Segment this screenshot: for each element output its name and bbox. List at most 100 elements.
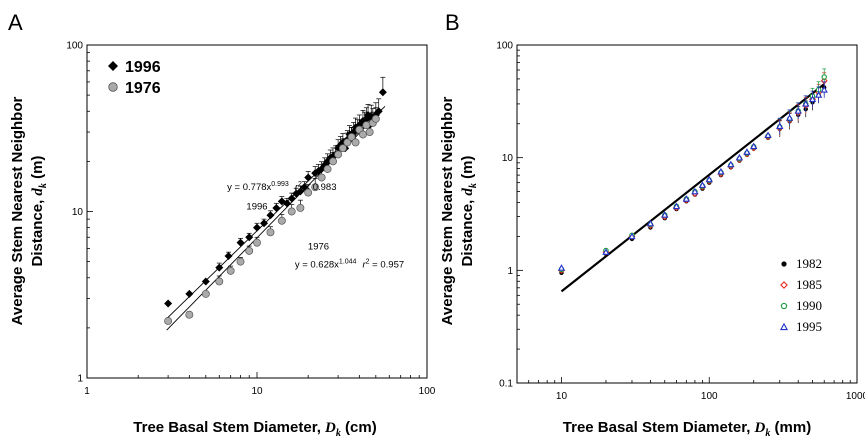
panel-b-y-tick-label: 1 <box>507 266 513 277</box>
point-1995 <box>794 107 802 114</box>
point-1996 <box>215 263 224 272</box>
point-1976 <box>347 133 356 141</box>
legend-1996-marker <box>108 61 118 71</box>
panel-b-legend: 1982 1985 1990 1995 <box>779 256 822 334</box>
panel-b-x-tick-label: 100 <box>701 391 718 402</box>
point-1976 <box>164 317 173 325</box>
point-1976 <box>371 114 380 123</box>
point-1995 <box>727 160 735 168</box>
panel-a-y-tick-label: 100 <box>66 41 83 52</box>
annotation-eq1996: y = 0.778x0.993 r2 = 0.983 <box>227 181 336 193</box>
annotation-lab1996: 1996 <box>246 201 267 212</box>
panel-a-y-tick-label: 1 <box>77 374 83 385</box>
legend-1990-label: 1990 <box>796 298 822 313</box>
panel-b-y-tick-label: 10 <box>502 153 514 164</box>
panel-a-letter: A <box>8 10 23 35</box>
legend-1995-marker <box>779 322 789 331</box>
panel-a-ylabel-line1: Average Stem Nearest Neighbor <box>9 96 26 325</box>
legend-1982-marker <box>781 261 787 267</box>
panel-b-fit-line-path <box>560 83 825 293</box>
point-1995 <box>735 153 744 161</box>
point-1995 <box>628 232 636 240</box>
point-1995 <box>764 131 772 139</box>
panel-a-error-bars <box>216 76 386 282</box>
panel-b-fit-line <box>560 83 825 293</box>
point-1976 <box>317 173 326 182</box>
point-1995 <box>661 211 669 218</box>
panel-b-frame <box>516 44 858 384</box>
point-1976 <box>215 277 224 286</box>
point-1976 <box>253 238 261 247</box>
point-1995 <box>820 85 828 93</box>
point-1996 <box>201 277 210 286</box>
panel-a-ylabel-line2: Distance, dk (m) <box>29 156 49 267</box>
point-1995 <box>682 195 690 202</box>
point-1995 <box>815 91 823 98</box>
point-1995 <box>698 181 707 188</box>
point-1976 <box>304 188 313 197</box>
legend-1996-label: 1996 <box>125 59 161 76</box>
point-1996 <box>266 211 275 220</box>
point-1996 <box>164 299 173 308</box>
point-1995 <box>691 187 699 195</box>
point-1976 <box>277 216 286 225</box>
panel-b-y-tick-label: 0.1 <box>499 379 513 390</box>
point-1995 <box>743 148 751 155</box>
point-1996 <box>374 107 383 116</box>
legend-1990-marker <box>780 302 788 310</box>
point-1990 <box>821 74 827 80</box>
panel-a-xlabel: Tree Basal Stem Diameter, Dk (cm) <box>133 419 376 439</box>
point-1996 <box>296 187 305 196</box>
point-1976 <box>334 150 343 159</box>
point-1976 <box>226 266 235 275</box>
panel-a-x-tick-label: 10 <box>251 386 263 397</box>
panel-b-xlabel: Tree Basal Stem Diameter, Dk (mm) <box>563 419 811 439</box>
legend-1985-marker <box>780 281 788 289</box>
point-1996 <box>224 252 233 261</box>
point-1995 <box>705 175 713 183</box>
panel-b-points <box>557 68 828 276</box>
legend-1976-label: 1976 <box>125 80 161 97</box>
point-1996 <box>236 238 245 247</box>
point-1995 <box>808 95 817 102</box>
point-1996 <box>287 194 296 203</box>
point-1976 <box>323 165 332 173</box>
point-1995 <box>750 142 758 150</box>
point-1996 <box>185 289 194 298</box>
point-1976 <box>351 138 360 147</box>
legend-1995-label: 1995 <box>796 319 822 334</box>
point-1976 <box>296 204 305 212</box>
point-1996 <box>282 199 291 208</box>
point-1976 <box>245 246 254 255</box>
panel-b-letter: B <box>445 10 460 35</box>
point-1996 <box>378 88 387 97</box>
point-1996 <box>304 173 313 182</box>
point-1976 <box>236 257 245 266</box>
panel-a-points <box>164 88 387 325</box>
point-1976 <box>287 207 296 216</box>
point-1976 <box>329 157 337 166</box>
point-1995 <box>717 167 725 175</box>
legend-1976-marker <box>108 82 118 92</box>
point-1996 <box>260 219 269 228</box>
point-1996 <box>253 223 261 232</box>
panel-a-y-tick-label: 10 <box>72 207 84 218</box>
point-1976 <box>185 310 194 319</box>
point-1995 <box>802 100 810 107</box>
point-1995 <box>786 114 794 121</box>
legend-1982-label: 1982 <box>796 256 822 271</box>
panel-b-ylabel-line1: Average Stem Nearest Neighbor <box>439 96 456 325</box>
annotation-eq1976: y = 0.628x1.044 r2 = 0.957 <box>295 259 404 271</box>
panel-b-ylabel-line2: Distance, dk (m) <box>459 156 479 267</box>
panel-b-y-tick-label: 100 <box>496 41 513 52</box>
point-1996 <box>245 233 254 242</box>
point-1976 <box>343 138 352 147</box>
point-1996 <box>272 203 281 212</box>
point-1976 <box>266 228 275 237</box>
point-1995 <box>602 248 610 255</box>
panel-a-x-tick-label: 100 <box>419 386 436 397</box>
panel-a-annotations: y = 0.778x0.993 r2 = 0.983 1996 1976 y = 0.6… <box>227 181 404 271</box>
